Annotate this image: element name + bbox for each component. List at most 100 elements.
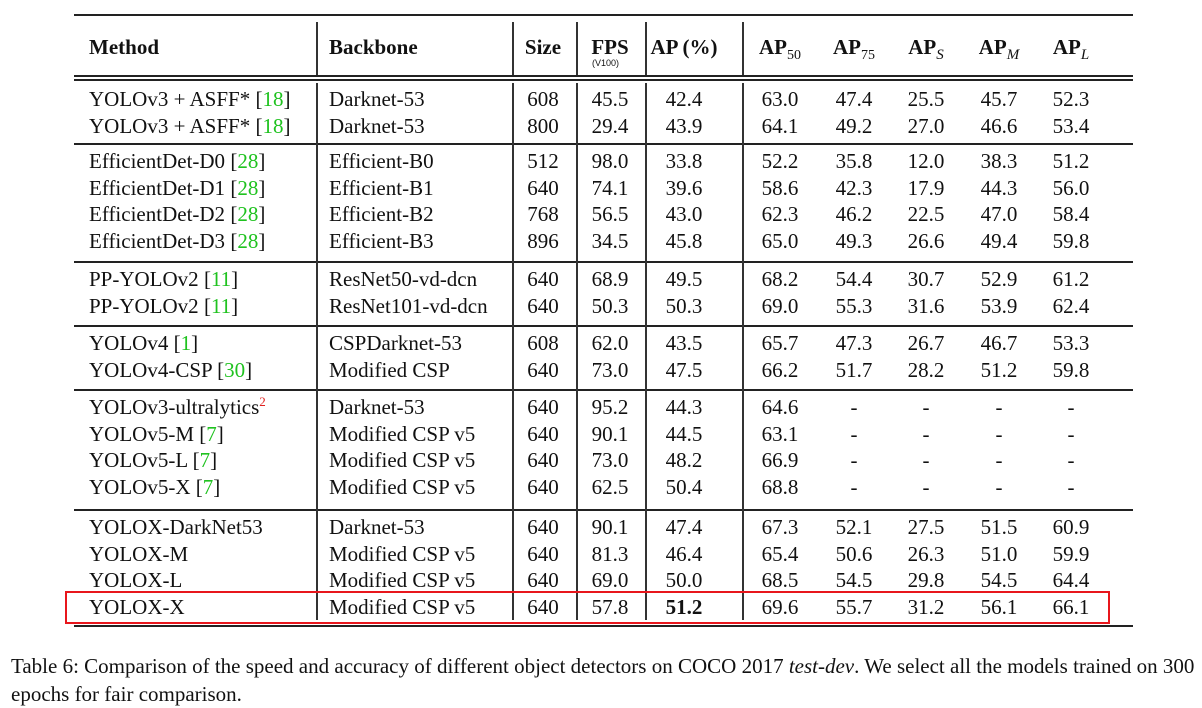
ap50-cell: 68.8 bbox=[761, 475, 799, 499]
header-size: Size bbox=[524, 35, 562, 59]
group-rule bbox=[74, 325, 1133, 327]
apm-cell: 44.3 bbox=[980, 176, 1018, 200]
column-separator bbox=[576, 83, 578, 620]
apl-cell: 59.8 bbox=[1052, 229, 1090, 253]
aps-cell: 27.5 bbox=[907, 515, 945, 539]
size-cell: 608 bbox=[527, 87, 559, 111]
ap50-cell: 65.0 bbox=[761, 229, 799, 253]
method-cell: EfficientDet-D3 [28] bbox=[89, 229, 266, 253]
method-cell: PP-YOLOv2 [11] bbox=[89, 294, 239, 318]
table-caption: Table 6: Comparison of the speed and acc… bbox=[11, 652, 1201, 708]
ap75-cell: 49.3 bbox=[835, 229, 873, 253]
backbone-cell: ResNet50-vd-dcn bbox=[329, 267, 478, 291]
ap50-cell: 64.6 bbox=[761, 395, 799, 419]
aps-cell: 31.6 bbox=[907, 294, 945, 318]
citation-link[interactable]: 28 bbox=[237, 229, 259, 253]
aps-cell: 25.5 bbox=[907, 87, 945, 111]
size-cell: 640 bbox=[527, 568, 559, 592]
caption-suffix: . We select all the models trained on 30… bbox=[11, 654, 1195, 706]
backbone-cell: Modified CSP v5 bbox=[329, 448, 476, 472]
column-separator bbox=[512, 83, 514, 620]
ap-cell: 47.4 bbox=[665, 515, 703, 539]
fps-cell: 62.0 bbox=[591, 331, 629, 355]
citation-link[interactable]: 7 bbox=[206, 422, 217, 446]
ap75-cell: - bbox=[850, 395, 858, 419]
header-rule-2 bbox=[74, 79, 1133, 81]
footnote-mark[interactable]: 2 bbox=[259, 394, 266, 409]
apl-cell: 66.1 bbox=[1052, 595, 1090, 619]
ap75-cell: 46.2 bbox=[835, 202, 873, 226]
citation-link[interactable]: 28 bbox=[237, 176, 259, 200]
fps-cell: 90.1 bbox=[591, 515, 629, 539]
method-cell: EfficientDet-D0 [28] bbox=[89, 149, 266, 173]
size-cell: 640 bbox=[527, 294, 559, 318]
size-cell: 800 bbox=[527, 114, 559, 138]
backbone-cell: Darknet-53 bbox=[329, 395, 425, 419]
citation-link[interactable]: 1 bbox=[180, 331, 192, 355]
fps-cell: 68.9 bbox=[591, 267, 629, 291]
aps-cell: 28.2 bbox=[907, 358, 945, 382]
backbone-cell: Modified CSP v5 bbox=[329, 542, 476, 566]
method-cell: YOLOv3 + ASFF* [18] bbox=[89, 114, 291, 138]
ap-cell: 44.5 bbox=[665, 422, 703, 446]
header-apl: APL bbox=[1052, 35, 1090, 63]
fps-cell: 73.0 bbox=[591, 358, 629, 382]
backbone-cell: ResNet101-vd-dcn bbox=[329, 294, 488, 318]
backbone-cell: Modified CSP v5 bbox=[329, 475, 476, 499]
header-ap75: AP75 bbox=[833, 35, 875, 63]
citation-link[interactable]: 7 bbox=[202, 475, 214, 499]
aps-cell: 17.9 bbox=[907, 176, 945, 200]
ap50-cell: 69.0 bbox=[761, 294, 799, 318]
method-cell: YOLOv5-X [7] bbox=[89, 475, 221, 499]
apm-cell: - bbox=[995, 395, 1003, 419]
method-cell: YOLOX-X bbox=[89, 595, 185, 619]
apm-cell: - bbox=[995, 475, 1003, 499]
apm-cell: 47.0 bbox=[980, 202, 1018, 226]
apl-cell: - bbox=[1067, 448, 1075, 472]
apm-cell: 51.2 bbox=[980, 358, 1018, 382]
size-cell: 640 bbox=[527, 176, 559, 200]
fps-cell: 73.0 bbox=[591, 448, 629, 472]
citation-link[interactable]: 28 bbox=[237, 149, 259, 173]
size-cell: 640 bbox=[527, 448, 559, 472]
ap-cell: 33.8 bbox=[665, 149, 703, 173]
column-separator bbox=[645, 83, 647, 620]
fps-cell: 50.3 bbox=[591, 294, 629, 318]
method-cell: YOLOv4 [1] bbox=[89, 331, 199, 355]
header-method: Method bbox=[89, 35, 159, 59]
group-rule bbox=[74, 389, 1133, 391]
ap75-cell: 51.7 bbox=[835, 358, 873, 382]
aps-cell: 12.0 bbox=[907, 149, 945, 173]
apl-cell: 59.9 bbox=[1052, 542, 1090, 566]
size-cell: 640 bbox=[527, 475, 559, 499]
citation-link[interactable]: 11 bbox=[210, 267, 232, 291]
ap-cell: 43.9 bbox=[665, 114, 703, 138]
apl-cell: - bbox=[1067, 475, 1075, 499]
backbone-cell: Efficient-B2 bbox=[329, 202, 434, 226]
size-cell: 640 bbox=[527, 358, 559, 382]
column-separator bbox=[512, 22, 514, 75]
aps-cell: 30.7 bbox=[907, 267, 945, 291]
aps-cell: 29.8 bbox=[907, 568, 945, 592]
ap50-cell: 62.3 bbox=[761, 202, 799, 226]
citation-link[interactable]: 28 bbox=[237, 202, 259, 226]
citation-link[interactable]: 30 bbox=[224, 358, 246, 382]
backbone-cell: CSPDarknet-53 bbox=[329, 331, 462, 355]
aps-cell: 31.2 bbox=[907, 595, 945, 619]
method-cell: YOLOv5-M [7] bbox=[89, 422, 224, 446]
ap50-cell: 58.6 bbox=[761, 176, 799, 200]
ap50-cell: 64.1 bbox=[761, 114, 799, 138]
backbone-cell: Efficient-B3 bbox=[329, 229, 434, 253]
apl-cell: 60.9 bbox=[1052, 515, 1090, 539]
citation-link[interactable]: 11 bbox=[210, 294, 232, 318]
ap50-cell: 66.2 bbox=[761, 358, 799, 382]
ap75-cell: 49.2 bbox=[835, 114, 873, 138]
aps-cell: 26.7 bbox=[907, 331, 945, 355]
group-rule bbox=[74, 509, 1133, 511]
fps-cell: 74.1 bbox=[591, 176, 629, 200]
method-cell: EfficientDet-D1 [28] bbox=[89, 176, 266, 200]
citation-link[interactable]: 18 bbox=[262, 114, 284, 138]
citation-link[interactable]: 18 bbox=[262, 87, 284, 111]
caption-italic: test-dev bbox=[788, 654, 855, 678]
citation-link[interactable]: 7 bbox=[199, 448, 211, 472]
